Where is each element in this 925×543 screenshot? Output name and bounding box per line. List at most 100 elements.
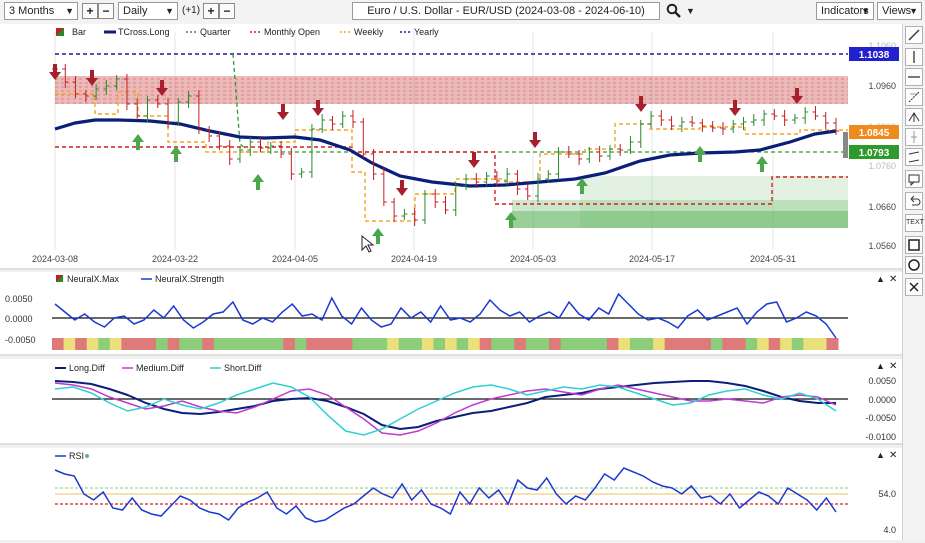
diff-legend-label: Short.Diff bbox=[224, 363, 262, 373]
neuralx-strip-cell bbox=[213, 338, 226, 350]
buy-signal-arrow bbox=[756, 156, 768, 172]
interval-dropdown[interactable]: Daily ▼ bbox=[118, 2, 178, 20]
buy-signal-arrow bbox=[170, 146, 182, 162]
neuralx-strip-cell bbox=[167, 338, 180, 350]
pitchfork-icon[interactable] bbox=[905, 108, 923, 126]
sell-signal-arrow bbox=[635, 96, 647, 112]
neuralx-max-label: NeuralX.Max bbox=[67, 274, 120, 284]
neuralx-strip-cell bbox=[294, 338, 307, 350]
neuralx-strip-cell bbox=[306, 338, 319, 350]
search-dropdown-icon[interactable]: ▼ bbox=[686, 6, 695, 16]
step-back-button[interactable]: − bbox=[219, 3, 235, 19]
neuralx-strip-cell bbox=[514, 338, 527, 350]
buy-signal-arrow bbox=[576, 178, 588, 194]
neuralx-strip-cell bbox=[236, 338, 249, 350]
period-dropdown[interactable]: 3 Months ▼ bbox=[4, 2, 78, 20]
sell-signal-arrow bbox=[312, 100, 324, 116]
buy-signal-arrow bbox=[694, 146, 706, 162]
date-label: 2024-05-31 bbox=[750, 254, 796, 264]
rsi-settings-dot bbox=[85, 454, 89, 458]
weekly-line bbox=[55, 91, 848, 222]
fibonacci-icon[interactable] bbox=[905, 88, 923, 106]
step-label: (+1) bbox=[182, 5, 201, 16]
neuralx-strip-cell bbox=[826, 338, 839, 350]
neuralx-strip-cell bbox=[445, 338, 458, 350]
neuralx-tick: 0.0000 bbox=[5, 314, 33, 324]
neuralx-strip-cell bbox=[283, 338, 296, 350]
price-tick-faint: 1.1060 bbox=[868, 41, 896, 51]
channel-icon[interactable] bbox=[905, 148, 923, 166]
medium-diff-line bbox=[54, 382, 837, 436]
collapse-icon: ▲ bbox=[876, 274, 885, 284]
legend-label: Weekly bbox=[354, 27, 384, 37]
views-button[interactable]: Views ▼ bbox=[877, 2, 922, 20]
measure-icon[interactable] bbox=[905, 128, 923, 146]
sell-signal-arrow bbox=[791, 88, 803, 104]
neuralx-strip-cell bbox=[156, 338, 169, 350]
neuralx-panel[interactable]: NeuralX.Max NeuralX.Strength ▲ ✕ 0.0050 0.000… bbox=[0, 272, 902, 356]
rsi-legend-label: RSI bbox=[69, 451, 84, 461]
callout-icon[interactable] bbox=[905, 170, 923, 188]
neuralx-strip-cell bbox=[491, 338, 504, 350]
diff-panel[interactable]: Long.Diff Medium.Diff Short.Diff ▲ ✕ 0.0050 0.… bbox=[0, 359, 902, 445]
chevron-down-icon: ▼ bbox=[165, 6, 174, 16]
neuralx-strip-cell bbox=[109, 338, 122, 350]
collapse-icon: ▲ bbox=[876, 450, 885, 460]
chart-title[interactable]: Euro / U.S. Dollar - EUR/USD (2024-03-08… bbox=[352, 2, 660, 20]
candles bbox=[52, 64, 839, 226]
neuralx-strip-cell bbox=[421, 338, 434, 350]
date-label: 2024-04-05 bbox=[272, 254, 318, 264]
neuralx-strip-cell bbox=[202, 338, 215, 350]
buy-signal-arrow bbox=[252, 174, 264, 190]
rectangle-icon[interactable] bbox=[905, 236, 923, 254]
neuralx-strip-cell bbox=[433, 338, 446, 350]
trendline-icon[interactable] bbox=[905, 26, 923, 44]
neuralx-strip-cell bbox=[699, 338, 712, 350]
date-label: 2024-05-17 bbox=[629, 254, 675, 264]
step-forward-button[interactable]: + bbox=[203, 3, 219, 19]
neuralx-strip-cell bbox=[456, 338, 469, 350]
zoom-in-button[interactable]: + bbox=[82, 3, 98, 19]
price-tag-label: 1.0845 bbox=[859, 128, 890, 139]
indicators-button[interactable]: Indicators ▼ bbox=[816, 2, 874, 20]
price-panel[interactable]: Bar TCross.Long Quarter Monthly Open Weekly Y… bbox=[0, 24, 902, 270]
neuralx-strip-cell bbox=[375, 338, 388, 350]
diff-tick: -0.0100 bbox=[865, 432, 896, 442]
neuralx-strip-cell bbox=[248, 338, 261, 350]
diff-chart[interactable]: Long.Diff Medium.Diff Short.Diff ▲ ✕ 0.0050 0.… bbox=[0, 359, 902, 445]
neuralx-max-swatch-red bbox=[56, 275, 63, 282]
zoom-out-button[interactable]: − bbox=[98, 3, 114, 19]
buy-signal-arrow bbox=[505, 212, 517, 228]
close-icon: ✕ bbox=[889, 361, 897, 372]
neuralx-strip-cell bbox=[803, 338, 816, 350]
neuralx-strip-cell bbox=[629, 338, 642, 350]
neuralx-strip-cell bbox=[329, 338, 342, 350]
ellipse-icon[interactable] bbox=[905, 256, 923, 274]
neuralx-strip-cell bbox=[479, 338, 492, 350]
vertical-line-icon[interactable] bbox=[905, 48, 923, 66]
diff-tick: 0.0050 bbox=[868, 376, 896, 386]
sell-signal-arrow bbox=[729, 100, 741, 116]
neuralx-strip-cell bbox=[98, 338, 111, 350]
legend-label: Bar bbox=[72, 27, 86, 37]
close-icon[interactable] bbox=[905, 278, 923, 296]
neuralx-strip-cell bbox=[537, 338, 550, 350]
neuralx-strip-cell bbox=[710, 338, 723, 350]
neuralx-chart[interactable]: NeuralX.Max NeuralX.Strength ▲ ✕ 0.0050 0.000… bbox=[0, 272, 902, 356]
tcross-long-line bbox=[54, 118, 837, 188]
undo-icon[interactable] bbox=[905, 192, 923, 210]
neuralx-strip-cell bbox=[225, 338, 238, 350]
rsi-panel[interactable]: RSI ▲ ✕ 54.0 4.0 bbox=[0, 448, 902, 540]
search-icon[interactable] bbox=[666, 3, 682, 19]
price-tag-label: 1.1038 bbox=[859, 50, 890, 61]
price-tick: 1.0660 bbox=[868, 202, 896, 212]
views-label: Views bbox=[882, 5, 912, 17]
neuralx-strip-cell bbox=[549, 338, 562, 350]
price-chart[interactable]: Bar TCross.Long Quarter Monthly Open Weekly Y… bbox=[0, 24, 902, 270]
neuralx-strip-cell bbox=[63, 338, 76, 350]
rsi-chart[interactable]: RSI ▲ ✕ 54.0 4.0 bbox=[0, 448, 902, 540]
horizontal-line-icon[interactable] bbox=[905, 68, 923, 86]
indicators-label: Indicators bbox=[821, 5, 869, 17]
text-icon[interactable]: TEXT bbox=[905, 214, 924, 232]
neuralx-strip-cell bbox=[583, 338, 596, 350]
